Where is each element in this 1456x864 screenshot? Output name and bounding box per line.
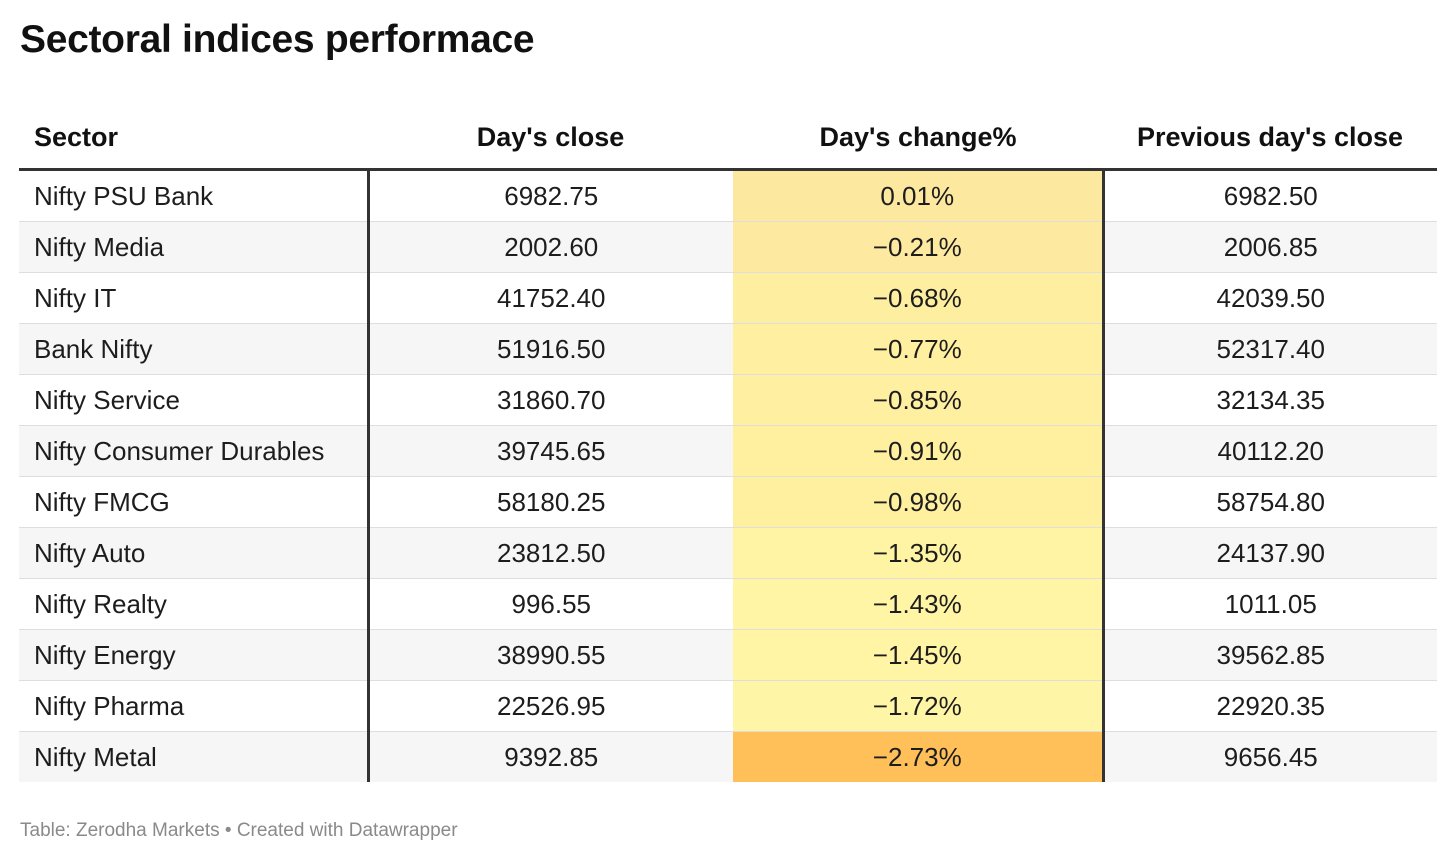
- days-close-cell: 23812.50: [368, 527, 733, 579]
- table-title: Sectoral indices performace: [20, 18, 535, 61]
- table-row: Nifty Metal 9392.85 −2.73% 9656.45: [19, 731, 1437, 782]
- sector-cell: Nifty Pharma: [19, 680, 370, 732]
- table-body: Nifty PSU Bank 6982.75 0.01% 6982.50 Nifty M…: [19, 169, 1437, 782]
- table-row: Nifty Pharma 22526.95 −1.72% 22920.35: [19, 680, 1437, 732]
- column-header-days-change[interactable]: Day's change%: [733, 106, 1103, 171]
- sector-cell: Nifty PSU Bank: [19, 169, 370, 222]
- sector-cell: Nifty Energy: [19, 629, 370, 681]
- column-header-sector[interactable]: Sector: [19, 106, 368, 171]
- sector-cell: Nifty Metal: [19, 731, 370, 782]
- previous-close-cell: 52317.40: [1103, 323, 1437, 375]
- days-close-cell: 6982.75: [368, 169, 733, 222]
- table-row: Nifty Service 31860.70 −0.85% 32134.35: [19, 374, 1437, 426]
- sector-cell: Nifty Consumer Durables: [19, 425, 370, 477]
- column-header-previous-close[interactable]: Previous day's close: [1103, 106, 1437, 171]
- previous-close-cell: 58754.80: [1103, 476, 1437, 528]
- sector-cell: Nifty FMCG: [19, 476, 370, 528]
- days-change-cell: −0.68%: [733, 272, 1105, 324]
- days-close-cell: 9392.85: [368, 731, 733, 782]
- days-change-cell: −0.98%: [733, 476, 1105, 528]
- previous-close-cell: 6982.50: [1103, 169, 1437, 222]
- table-row: Nifty PSU Bank 6982.75 0.01% 6982.50: [19, 169, 1437, 222]
- table-row: Nifty Auto 23812.50 −1.35% 24137.90: [19, 527, 1437, 579]
- previous-close-cell: 42039.50: [1103, 272, 1437, 324]
- table-footer: Table: Zerodha Markets • Created with Da…: [20, 820, 458, 842]
- previous-close-cell: 22920.35: [1103, 680, 1437, 732]
- previous-close-cell: 32134.35: [1103, 374, 1437, 426]
- table-row: Nifty Consumer Durables 39745.65 −0.91% 401…: [19, 425, 1437, 477]
- footer-separator: •: [224, 820, 232, 841]
- days-close-cell: 39745.65: [368, 425, 733, 477]
- previous-close-cell: 9656.45: [1103, 731, 1437, 782]
- previous-close-cell: 24137.90: [1103, 527, 1437, 579]
- credit-link[interactable]: Created with Datawrapper: [236, 820, 458, 841]
- days-close-cell: 58180.25: [368, 476, 733, 528]
- sector-cell: Nifty Realty: [19, 578, 370, 630]
- days-change-cell: −1.45%: [733, 629, 1105, 681]
- days-change-cell: −0.77%: [733, 323, 1105, 375]
- days-change-cell: −2.73%: [733, 731, 1105, 782]
- header-row: Sector Day's close Day's change% Previou…: [19, 106, 1437, 171]
- days-close-cell: 38990.55: [368, 629, 733, 681]
- days-close-cell: 996.55: [368, 578, 733, 630]
- days-close-cell: 51916.50: [368, 323, 733, 375]
- column-header-days-close[interactable]: Day's close: [368, 106, 733, 171]
- sector-cell: Nifty Auto: [19, 527, 370, 579]
- sector-cell: Nifty IT: [19, 272, 370, 324]
- days-change-cell: −0.91%: [733, 425, 1105, 477]
- previous-close-cell: 1011.05: [1103, 578, 1437, 630]
- sector-cell: Bank Nifty: [19, 323, 370, 375]
- table-row: Nifty Energy 38990.55 −1.45% 39562.85: [19, 629, 1437, 681]
- sector-table: Sector Day's close Day's change% Previou…: [19, 106, 1437, 782]
- sector-cell: Nifty Media: [19, 221, 370, 273]
- previous-close-cell: 40112.20: [1103, 425, 1437, 477]
- days-change-cell: 0.01%: [733, 169, 1105, 222]
- sector-cell: Nifty Service: [19, 374, 370, 426]
- table-row: Nifty Media 2002.60 −0.21% 2006.85: [19, 221, 1437, 273]
- days-change-cell: −0.85%: [733, 374, 1105, 426]
- days-close-cell: 2002.60: [368, 221, 733, 273]
- table-row: Nifty Realty 996.55 −1.43% 1011.05: [19, 578, 1437, 630]
- days-change-cell: −1.35%: [733, 527, 1105, 579]
- days-close-cell: 22526.95: [368, 680, 733, 732]
- previous-close-cell: 39562.85: [1103, 629, 1437, 681]
- days-close-cell: 31860.70: [368, 374, 733, 426]
- days-change-cell: −1.43%: [733, 578, 1105, 630]
- table-row: Nifty FMCG 58180.25 −0.98% 58754.80: [19, 476, 1437, 528]
- days-change-cell: −1.72%: [733, 680, 1105, 732]
- days-change-cell: −0.21%: [733, 221, 1105, 273]
- previous-close-cell: 2006.85: [1103, 221, 1437, 273]
- days-close-cell: 41752.40: [368, 272, 733, 324]
- source-label: Table: Zerodha Markets: [20, 820, 220, 841]
- table-row: Bank Nifty 51916.50 −0.77% 52317.40: [19, 323, 1437, 375]
- table-row: Nifty IT 41752.40 −0.68% 42039.50: [19, 272, 1437, 324]
